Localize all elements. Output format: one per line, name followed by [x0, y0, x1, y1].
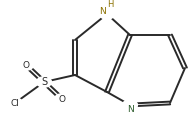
Circle shape — [123, 100, 137, 110]
Circle shape — [19, 60, 33, 70]
Text: Cl: Cl — [11, 99, 20, 108]
Text: N: N — [99, 7, 106, 17]
Text: O: O — [22, 60, 29, 70]
Circle shape — [37, 77, 51, 87]
Text: S: S — [41, 77, 47, 87]
Text: N: N — [127, 105, 133, 114]
Circle shape — [100, 9, 114, 19]
Text: O: O — [58, 95, 66, 104]
Text: H: H — [107, 0, 113, 9]
Circle shape — [8, 98, 22, 108]
Circle shape — [55, 94, 69, 104]
